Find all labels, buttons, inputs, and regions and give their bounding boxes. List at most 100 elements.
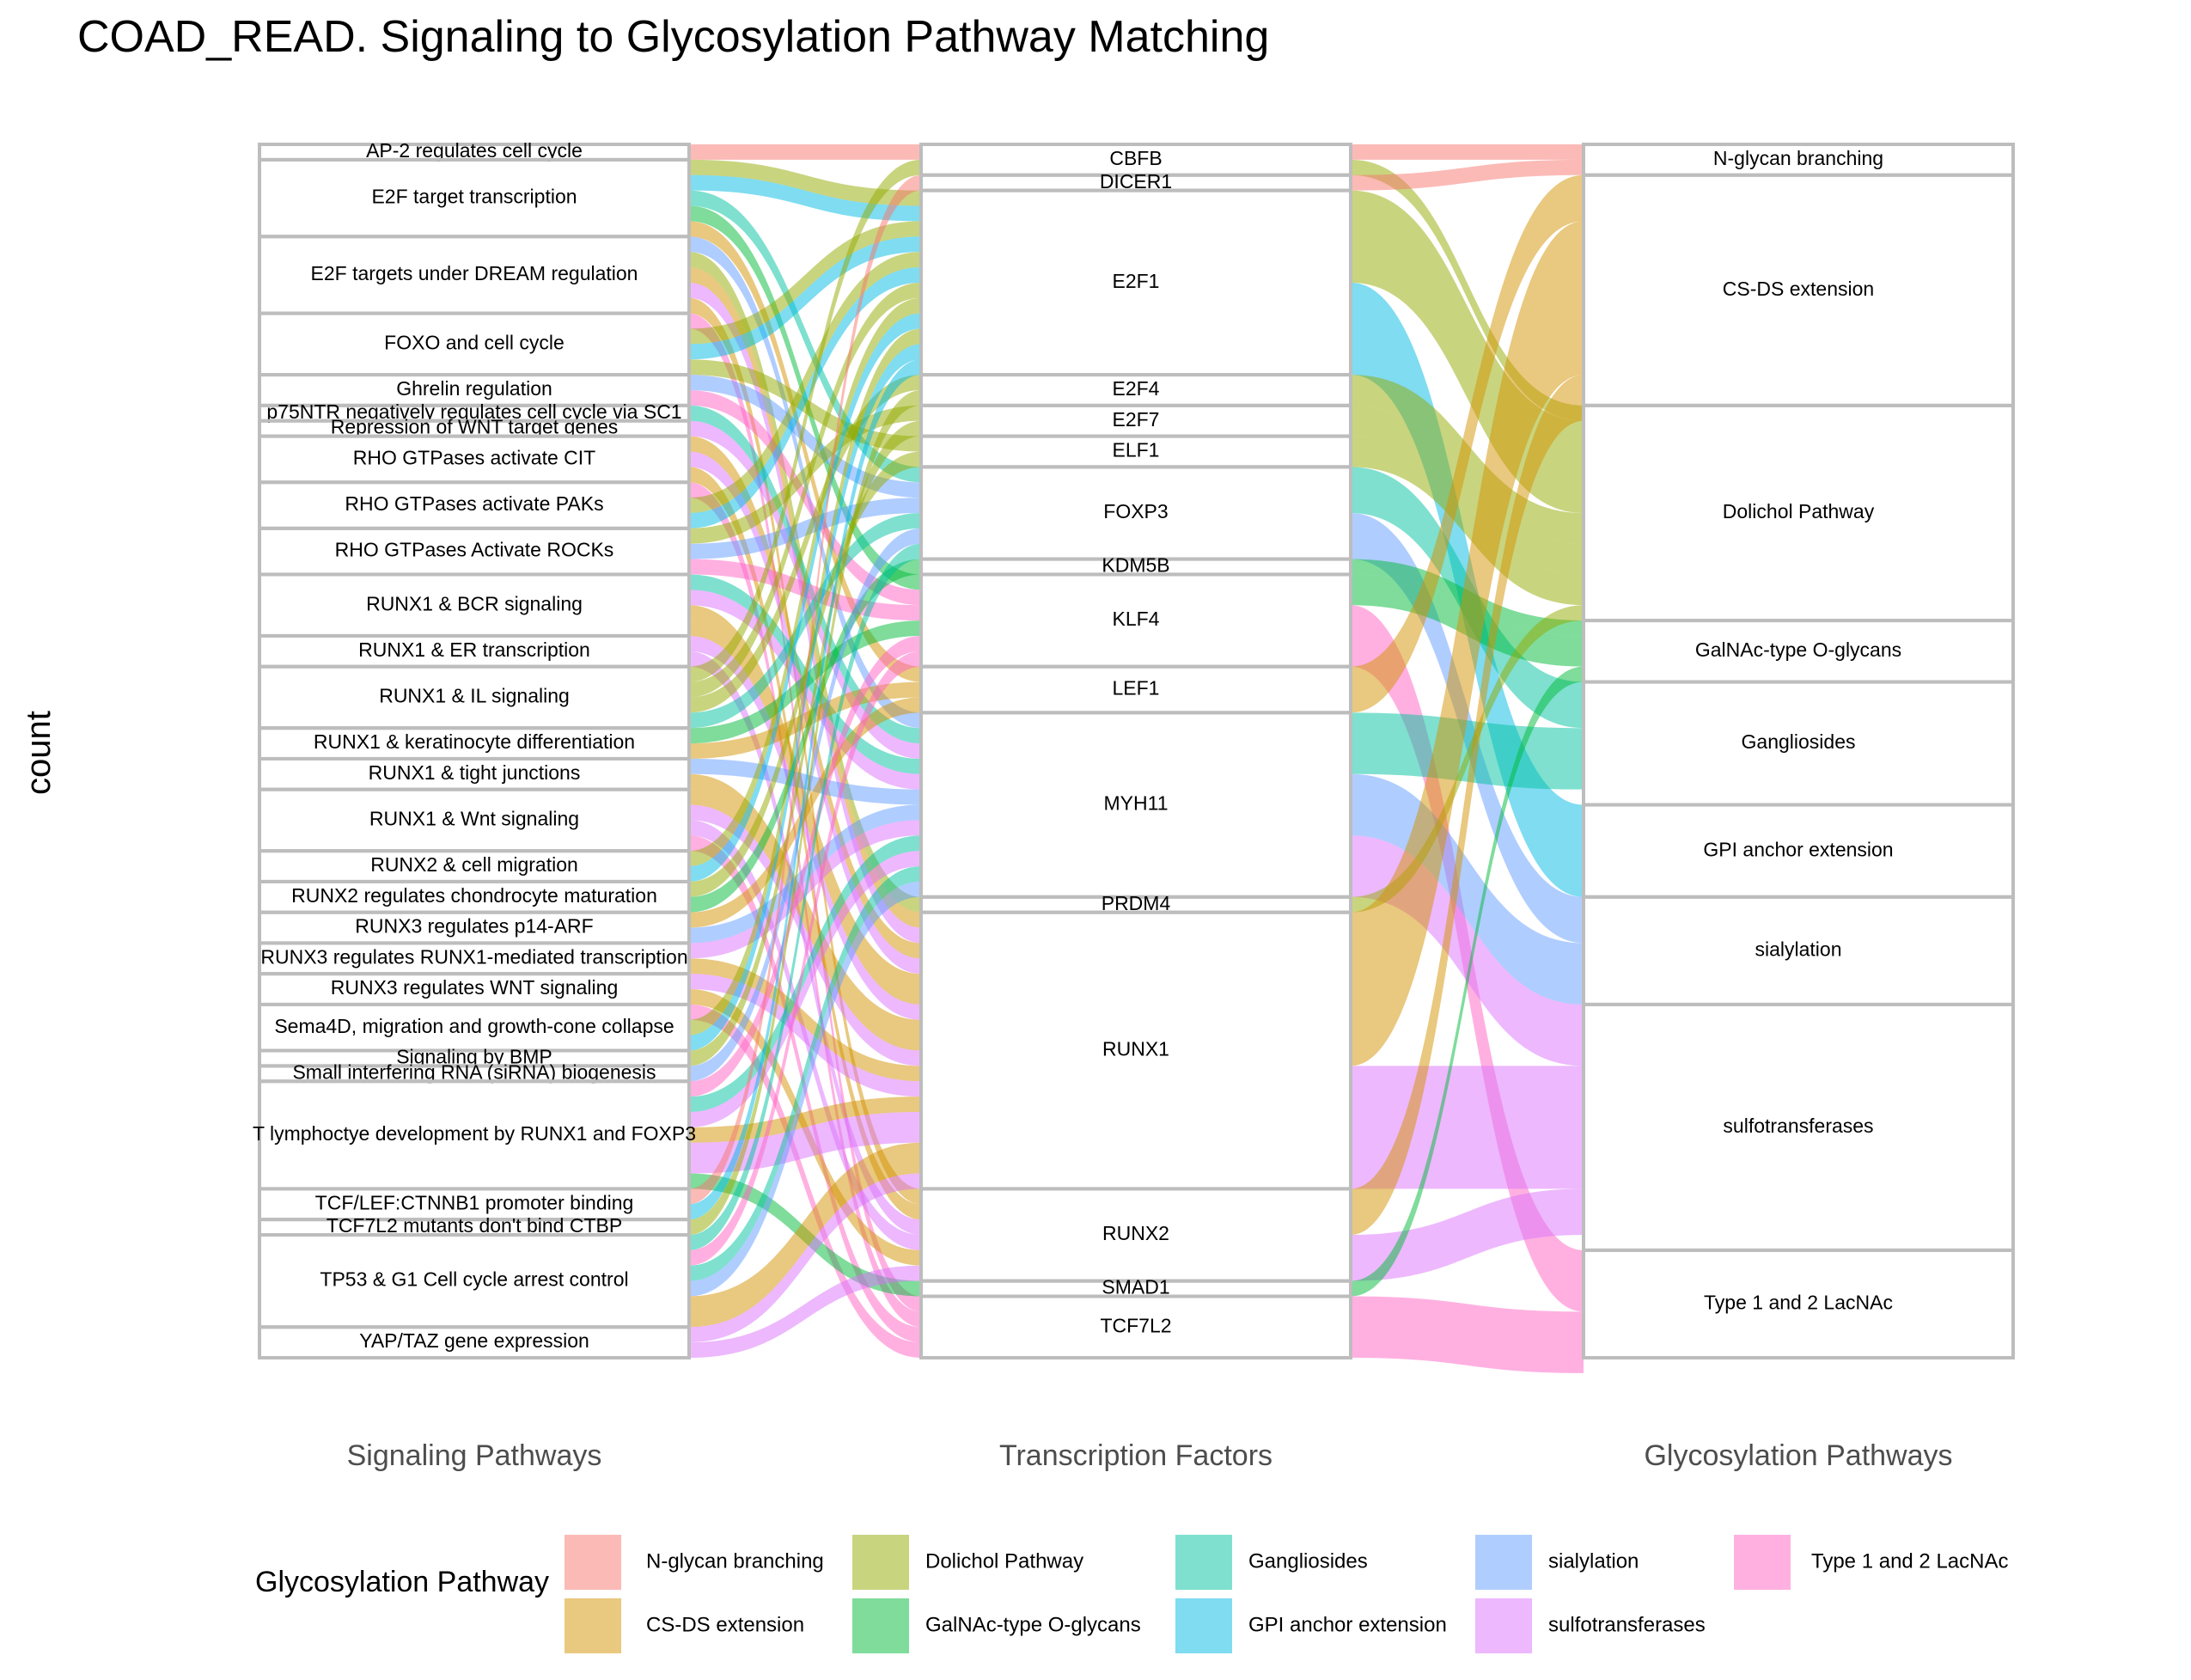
node-label-runx3-regulates-wnt-signaling: RUNX3 regulates WNT signaling — [331, 976, 619, 999]
node-label-runx3-regulates-p14-arf: RUNX3 regulates p14-ARF — [355, 915, 593, 938]
legend-swatch-sulfotransferases — [1475, 1598, 1532, 1653]
flow-e2f-target-transcription-to-e2f1 — [689, 159, 921, 206]
node-label-e2f-targets-under-dream-regulation: E2F targets under DREAM regulation — [311, 262, 638, 284]
flow-t-lymphoctye-development-by-runx1-and-foxp3-to-runx1 — [689, 1097, 921, 1143]
node-label-klf4: KLF4 — [1113, 608, 1160, 630]
node-label-runx1-bcr-signaling: RUNX1 & BCR signaling — [366, 592, 583, 614]
flow-runx2-cell-migration-to-e2f1 — [689, 313, 921, 882]
node-label-tcf7l2-mutants-don-t-bind-ctbp: TCF7L2 mutants don't bind CTBP — [327, 1214, 622, 1237]
flow-tp53-g1-cell-cycle-arrest-control-to-runx1 — [689, 1142, 921, 1312]
node-label-yap-taz-gene-expression: YAP/TAZ gene expression — [359, 1329, 589, 1352]
node-tcf7l2 — [919, 1294, 1352, 1360]
flow-e2f-target-transcription-to-foxp3 — [689, 190, 921, 483]
legend-swatch-gangliosides — [1175, 1535, 1232, 1590]
flow-rho-gtpases-activate-paks-to-e2f1 — [689, 252, 921, 513]
node-label-gpi-anchor-extension: GPI anchor extension — [1703, 838, 1893, 860]
legend-swatch-n-glycan-branching — [565, 1535, 621, 1590]
node-label-n-glycan-branching: N-glycan branching — [1713, 147, 1883, 169]
node-label-cs-ds-extension: CS-DS extension — [1723, 278, 1874, 300]
flow-t-lymphoctye-development-by-runx1-and-foxp3-to-klf4 — [689, 635, 921, 1097]
node-label-myh11: MYH11 — [1104, 792, 1169, 815]
axis-label-signaling-pathways: Signaling Pathways — [347, 1439, 602, 1472]
flow-prdm4-to-dolichol-pathway — [1351, 605, 1584, 913]
flow-foxo-and-cell-cycle-to-e2f1 — [689, 236, 921, 360]
flow-runx1-to-cs-ds-extension — [1351, 221, 1584, 1066]
legend-swatch-sialylation — [1475, 1535, 1532, 1590]
legend-label-cs-ds-extension: CS-DS extension — [646, 1613, 804, 1636]
legend-label-n-glycan-branching: N-glycan branching — [646, 1549, 824, 1573]
legend: Glycosylation Pathway N-glycan branching… — [255, 1535, 2008, 1653]
legend-swatch-cs-ds-extension — [565, 1598, 621, 1653]
node-label-type-1-and-2-lacnac: Type 1 and 2 LacNAc — [1704, 1292, 1893, 1314]
node-label-repression-of-wnt-target-genes: Repression of WNT target genes — [331, 416, 619, 438]
flow-rho-gtpases-activate-paks-to-e2f1 — [689, 266, 921, 528]
legend-label-dolichol-pathway: Dolichol Pathway — [925, 1549, 1083, 1573]
flow-myh11-to-sialylation — [1351, 773, 1584, 1005]
node-type-1-and-2-lacnac — [1582, 1248, 2015, 1360]
node-label-tcf-lef-ctnnb1-promoter-binding: TCF/LEF:CTNNB1 promoter binding — [315, 1191, 634, 1213]
node-label-runx1-keratinocyte-differentiation: RUNX1 & keratinocyte differentiation — [314, 730, 635, 753]
node-label-e2f1: E2F1 — [1113, 270, 1160, 292]
flow-e2f-targets-under-dream-regulation-to-runx2 — [689, 297, 921, 1205]
flow-runx1-keratinocyte-differentiation-to-lef1 — [689, 681, 921, 759]
node-label-rho-gtpases-activate-cit: RHO GTPases activate CIT — [353, 446, 595, 468]
node-label-runx1-tight-junctions: RUNX1 & tight junctions — [369, 761, 581, 784]
node-label-runx2-regulates-chondrocyte-maturation: RUNX2 regulates chondrocyte maturation — [291, 884, 657, 907]
node-label-e2f-target-transcription: E2F target transcription — [371, 186, 577, 208]
node-label-t-lymphoctye-development-by-runx1-and-foxp3: T lymphoctye development by RUNX1 and FO… — [253, 1122, 696, 1145]
legend-title: Glycosylation Pathway — [255, 1566, 549, 1598]
node-label-runx1-er-transcription: RUNX1 & ER transcription — [358, 638, 590, 661]
flow-runx1-wnt-signaling-to-runx1 — [689, 804, 921, 1066]
flow-tcf-lef-ctnnb1-promoter-binding-to-dicer1 — [689, 174, 921, 1205]
legend-swatch-dolichol-pathway — [852, 1535, 909, 1590]
flow-e2f-target-transcription-to-lef1 — [689, 221, 921, 682]
flow-yap-taz-gene-expression-to-runx1 — [689, 1173, 921, 1343]
node-label-e2f4: E2F4 — [1113, 377, 1160, 400]
flow-ghrelin-regulation-to-foxp3 — [689, 375, 921, 498]
flow-foxo-and-cell-cycle-to-e2f1 — [689, 221, 921, 345]
flow-cbfb-to-dolichol-pathway — [1351, 159, 1584, 421]
flow-runx1-tight-junctions-to-myh11 — [689, 758, 921, 805]
node-label-ap-2-regulates-cell-cycle: AP-2 regulates cell cycle — [366, 139, 583, 162]
flow-runx1-il-signaling-to-foxp3 — [689, 512, 921, 729]
node-label-runx1-il-signaling: RUNX1 & IL signaling — [379, 685, 570, 707]
node-label-sema4d-migration-and-growth-cone-collapse: Sema4D, migration and growth-cone collap… — [274, 1015, 674, 1037]
chart-title: COAD_READ. Signaling to Glycosylation Pa… — [77, 12, 1269, 62]
flow-runx2-to-cs-ds-extension — [1351, 375, 1584, 1236]
flow-rho-gtpases-activate-rocks-to-foxp3 — [689, 498, 921, 559]
node-label-sialylation: sialylation — [1755, 938, 1842, 960]
node-label-runx2: RUNX2 — [1102, 1222, 1169, 1244]
flow-runx2-to-sulfotransferases — [1351, 1188, 1584, 1281]
flow-smad1-to-galnac-type-o-glycans — [1351, 666, 1584, 1297]
flow-runx1-wnt-signaling-to-runx1 — [689, 789, 921, 1051]
node-label-sulfotransferases: sulfotransferases — [1723, 1115, 1873, 1137]
legend-label-type-1-and-2-lacnac: Type 1 and 2 LacNAc — [1811, 1549, 2008, 1573]
legend-swatch-gpi-anchor-extension — [1175, 1598, 1232, 1653]
node-label-runx3-regulates-runx1-mediated-transcription: RUNX3 regulates RUNX1-mediated transcrip… — [260, 945, 687, 968]
flow-elf1-to-dolichol-pathway — [1351, 436, 1584, 606]
flow-runx1-to-sulfotransferases — [1351, 1066, 1584, 1189]
flow-e2f7-to-dolichol-pathway — [1351, 405, 1584, 575]
flow-tcf-lef-ctnnb1-promoter-binding-to-e2f1 — [689, 359, 921, 1220]
flow-tcf7l2-mutants-don-t-bind-ctbp-to-e2f4 — [689, 389, 921, 1236]
node-yap-taz-gene-expression — [258, 1325, 691, 1360]
node-label-rho-gtpases-activate-paks: RHO GTPases activate PAKs — [345, 492, 603, 515]
flow-tcf7l2-to-type-1-and-2-lacnac — [1351, 1296, 1584, 1373]
node-label-rho-gtpases-activate-rocks: RHO GTPases Activate ROCKs — [335, 539, 614, 561]
node-label-dolichol-pathway: Dolichol Pathway — [1723, 500, 1875, 522]
y-axis-title: count — [20, 711, 58, 795]
flows-layer — [689, 144, 1584, 1373]
node-label-foxp3: FOXP3 — [1103, 500, 1168, 522]
flow-rho-gtpases-activate-cit-to-runx2 — [689, 467, 921, 1220]
node-label-kdm5b: KDM5B — [1102, 554, 1169, 577]
legend-label-gangliosides: Gangliosides — [1248, 1549, 1368, 1573]
legend-label-sulfotransferases: sulfotransferases — [1548, 1613, 1706, 1636]
node-label-smad1: SMAD1 — [1102, 1276, 1169, 1298]
axis-label-transcription-factors: Transcription Factors — [999, 1439, 1272, 1472]
flow-runx1-er-transcription-to-runx2 — [689, 651, 921, 1236]
flow-runx1-il-signaling-to-e2f4 — [689, 375, 921, 713]
flow-tp53-g1-cell-cycle-arrest-control-to-runx1 — [689, 1158, 921, 1328]
node-label-elf1: ELF1 — [1113, 439, 1160, 461]
node-label-foxo-and-cell-cycle: FOXO and cell cycle — [384, 331, 565, 353]
